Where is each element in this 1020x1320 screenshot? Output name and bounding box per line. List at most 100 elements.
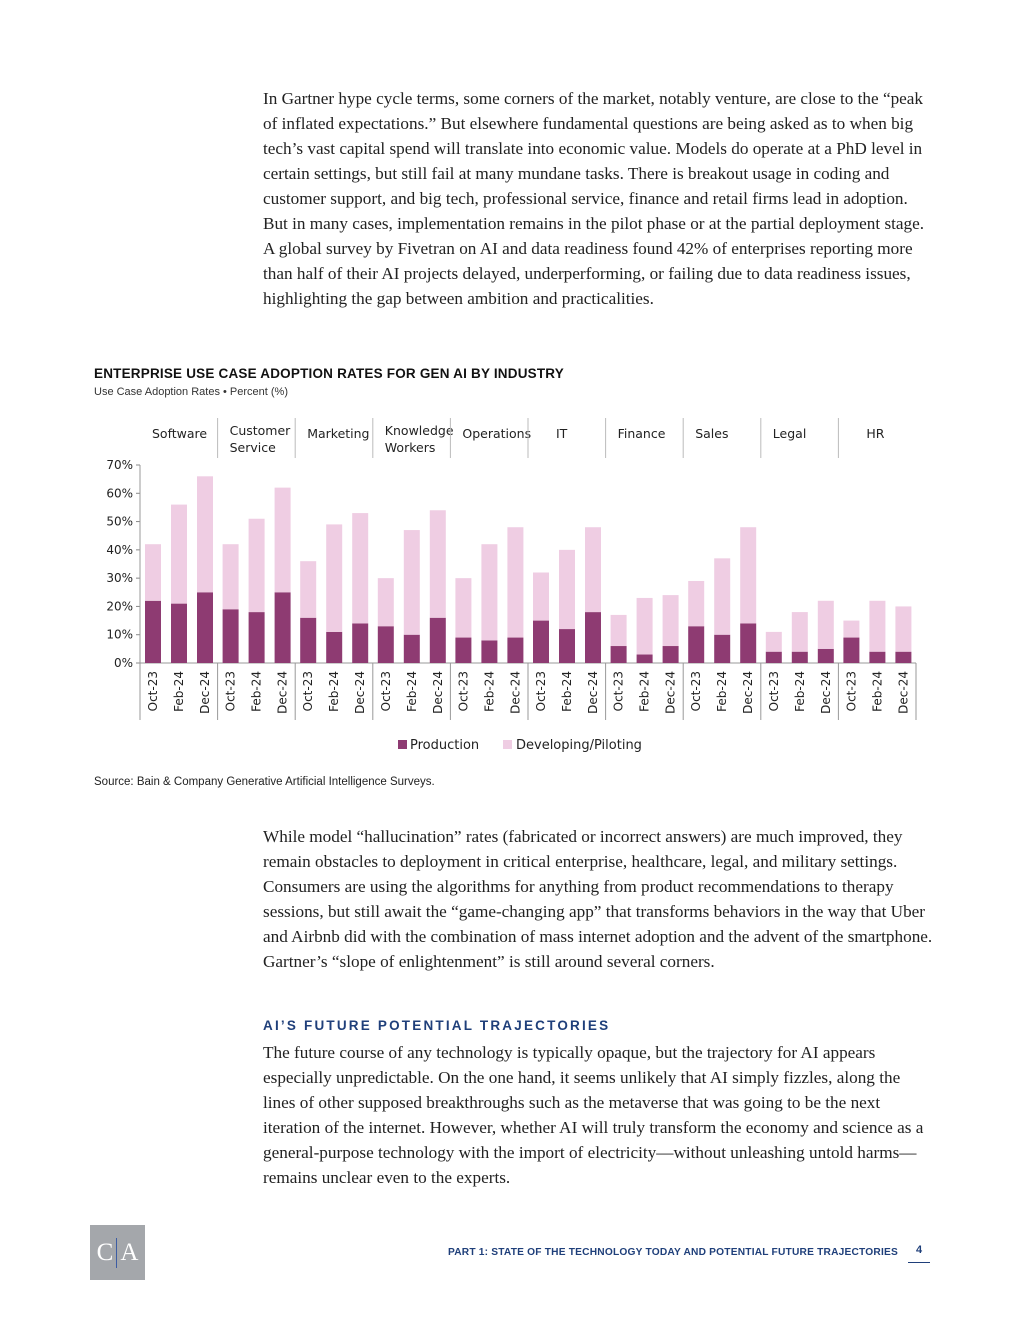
y-tick-label: 40% bbox=[106, 543, 133, 557]
bar-production bbox=[765, 651, 782, 663]
x-period-label: Feb-24 bbox=[715, 671, 729, 712]
bar-production bbox=[197, 592, 213, 663]
bar-developing bbox=[585, 527, 601, 613]
bar-developing bbox=[274, 487, 291, 593]
adoption-rate-chart: 0% 10% 20% 30% 40% 50% 60% 70% Software Oct-23 Feb… bbox=[106, 418, 917, 753]
x-period-label: Dec-24 bbox=[664, 671, 678, 714]
bar-production bbox=[171, 603, 187, 663]
body-paragraph-future: The future course of any technology is t… bbox=[263, 1043, 924, 1187]
bar-developing bbox=[662, 595, 679, 647]
bar-production bbox=[559, 629, 575, 663]
bar-developing bbox=[533, 572, 549, 621]
industry-label: Customer Service bbox=[230, 423, 292, 455]
y-tick-label: 60% bbox=[106, 486, 133, 500]
x-period-label: Dec-24 bbox=[586, 671, 600, 714]
x-period-label: Dec-24 bbox=[819, 671, 833, 714]
bar-developing bbox=[869, 600, 886, 652]
chart-title: ENTERPRISE USE CASE ADOPTION RATES FOR G… bbox=[94, 366, 564, 381]
industry-label: Knowledge Workers bbox=[385, 423, 454, 455]
industry-label: Legal bbox=[773, 426, 807, 441]
bar-production bbox=[352, 623, 369, 663]
bar-developing bbox=[843, 620, 860, 638]
bar-production bbox=[377, 626, 394, 663]
bar-production bbox=[636, 654, 653, 663]
bar-production bbox=[791, 651, 808, 663]
x-period-label: Oct-23 bbox=[224, 671, 238, 711]
bar-production bbox=[714, 634, 731, 663]
ca-logo: C A bbox=[90, 1225, 145, 1280]
legend-label-production: Production bbox=[410, 738, 479, 753]
logo-divider bbox=[116, 1237, 118, 1268]
x-period-label: Dec-24 bbox=[276, 671, 290, 714]
bar-production bbox=[248, 612, 265, 663]
y-tick-label: 70% bbox=[106, 458, 133, 472]
logo-letter-c: C bbox=[96, 1238, 114, 1266]
x-period-label: Feb-24 bbox=[172, 671, 186, 712]
bar-developing bbox=[791, 612, 808, 652]
bar-developing bbox=[352, 513, 369, 624]
x-period-label: Feb-24 bbox=[793, 671, 807, 712]
bar-developing bbox=[145, 544, 161, 601]
y-tick-label: 20% bbox=[106, 599, 133, 613]
chart-source-note: Source: Bain & Company Generative Artifi… bbox=[94, 776, 435, 788]
bar-developing bbox=[507, 527, 524, 638]
bar-production bbox=[610, 646, 627, 663]
x-period-label: Dec-24 bbox=[896, 671, 910, 714]
y-tick-label: 10% bbox=[106, 628, 133, 642]
bar-developing bbox=[817, 600, 834, 649]
bar-production bbox=[585, 612, 601, 663]
x-period-label: Oct-23 bbox=[456, 671, 470, 711]
industry-label: Sales bbox=[695, 426, 728, 441]
x-period-label: Dec-24 bbox=[431, 671, 445, 714]
x-period-label: Feb-24 bbox=[405, 671, 419, 712]
x-period-label: Dec-24 bbox=[353, 671, 367, 714]
legend-label-developing: Developing/Piloting bbox=[516, 738, 642, 753]
bar-production bbox=[895, 651, 912, 663]
bar-developing bbox=[377, 578, 394, 627]
industry-label: Finance bbox=[618, 426, 666, 441]
x-period-label: Feb-24 bbox=[327, 671, 341, 712]
bar-developing bbox=[326, 524, 343, 632]
bar-production bbox=[533, 620, 549, 663]
bar-developing bbox=[197, 476, 213, 593]
bar-developing bbox=[636, 597, 653, 655]
y-tick-label: 50% bbox=[106, 515, 133, 529]
body-paragraph-hallucination: While model “hallucination” rates (fabri… bbox=[263, 827, 933, 971]
legend-swatch-production bbox=[398, 740, 407, 749]
bar-developing bbox=[714, 558, 731, 635]
bar-production bbox=[326, 631, 343, 663]
bar-developing bbox=[248, 518, 265, 613]
x-period-label: Feb-24 bbox=[870, 671, 884, 712]
bar-production bbox=[817, 648, 834, 663]
bar-developing bbox=[610, 614, 627, 647]
section-heading: AI’s Future Potential Trajectories bbox=[263, 1018, 611, 1033]
x-period-label: Oct-23 bbox=[767, 671, 781, 711]
bar-production bbox=[869, 651, 886, 663]
x-period-label: Feb-24 bbox=[482, 671, 496, 712]
bar-developing bbox=[688, 580, 705, 627]
bar-developing bbox=[481, 544, 498, 641]
bar-developing bbox=[300, 561, 317, 618]
bar-production bbox=[688, 626, 705, 663]
x-period-label: Oct-23 bbox=[844, 671, 858, 711]
x-period-label: Oct-23 bbox=[612, 671, 626, 711]
x-period-label: Oct-23 bbox=[379, 671, 393, 711]
bar-production bbox=[740, 623, 757, 663]
x-period-label: Dec-24 bbox=[508, 671, 522, 714]
legend-swatch-developing bbox=[503, 740, 512, 749]
bar-developing bbox=[765, 631, 782, 652]
bar-production bbox=[429, 617, 446, 663]
footer-running-title: PART 1: STATE OF THE TECHNOLOGY TODAY AN… bbox=[447, 1247, 898, 1258]
industry-label: IT bbox=[556, 426, 568, 441]
bar-production bbox=[662, 646, 679, 663]
bar-developing bbox=[171, 504, 187, 604]
industry-label: HR bbox=[866, 426, 884, 441]
bar-production bbox=[507, 637, 524, 663]
x-period-label: Feb-24 bbox=[638, 671, 652, 712]
body-paragraph-intro: In Gartner hype cycle terms, some corner… bbox=[263, 89, 925, 308]
bar-developing bbox=[740, 527, 757, 624]
page-number: 4 bbox=[908, 1244, 930, 1263]
bar-developing bbox=[429, 510, 446, 618]
x-period-label: Oct-23 bbox=[301, 671, 315, 711]
bar-production bbox=[222, 609, 239, 663]
